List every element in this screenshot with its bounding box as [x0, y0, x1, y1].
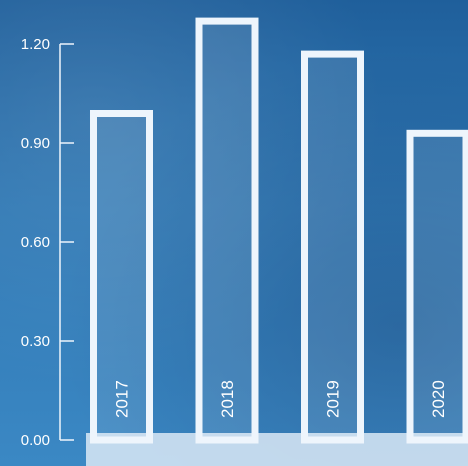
bar-2018	[195, 17, 259, 444]
bar-2017	[90, 110, 153, 444]
y-tick-label: 0.30	[21, 333, 50, 350]
bar-labels: 20172018201920202021	[113, 380, 449, 418]
y-tick-label: 1.20	[21, 36, 50, 53]
y-axis: 0.00 0.30 0.60 0.90 1.20	[21, 36, 74, 449]
bar-label-2018: 2018	[218, 380, 237, 418]
bar-label-2020: 2020	[429, 380, 448, 418]
y-tick-label: 0.60	[21, 234, 50, 251]
y-tick-label: 0.90	[21, 135, 50, 152]
bars	[86, 17, 468, 466]
bar-label-2017: 2017	[113, 380, 132, 418]
bar-label-2019: 2019	[324, 380, 343, 418]
bar-2019	[301, 50, 364, 444]
y-tick-label: 0.00	[21, 432, 50, 449]
bar-2020	[406, 129, 468, 444]
